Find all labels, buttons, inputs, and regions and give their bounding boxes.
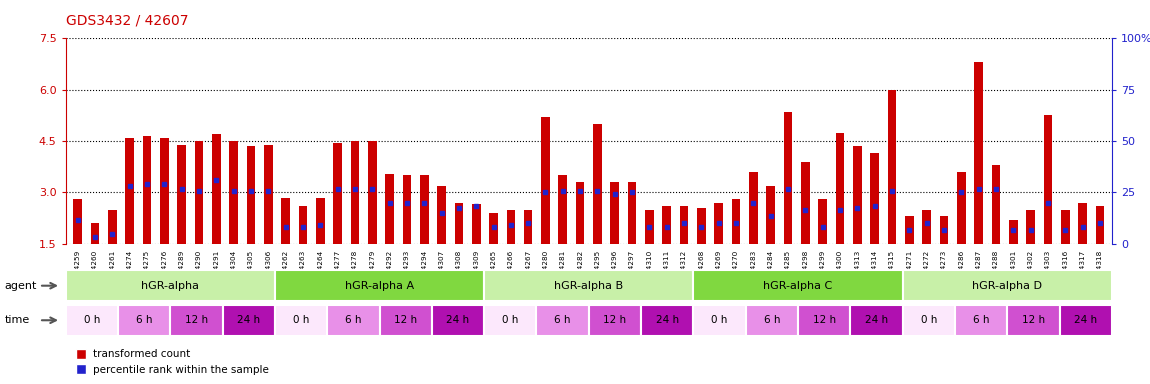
- Bar: [282, 198, 290, 244]
- Bar: [385, 174, 394, 244]
- Bar: [177, 144, 186, 244]
- Text: 0 h: 0 h: [293, 315, 309, 325]
- Bar: [1079, 203, 1087, 244]
- Bar: [766, 185, 775, 244]
- Bar: [783, 112, 792, 244]
- Bar: [264, 144, 273, 244]
- Text: 12 h: 12 h: [1022, 315, 1045, 325]
- Bar: [1061, 210, 1070, 244]
- Bar: [74, 199, 82, 244]
- Bar: [542, 117, 550, 244]
- Bar: [143, 136, 152, 244]
- Bar: [662, 206, 672, 244]
- Bar: [645, 210, 653, 244]
- Text: hGR-alpha A: hGR-alpha A: [345, 281, 414, 291]
- Bar: [802, 162, 810, 244]
- Bar: [108, 210, 116, 244]
- Bar: [991, 165, 1000, 244]
- Bar: [628, 182, 636, 244]
- Bar: [246, 146, 255, 244]
- Bar: [91, 223, 99, 244]
- Bar: [957, 172, 966, 244]
- Legend: transformed count, percentile rank within the sample: transformed count, percentile rank withi…: [71, 345, 273, 379]
- Bar: [351, 141, 359, 244]
- Text: hGR-alpha C: hGR-alpha C: [764, 281, 833, 291]
- Bar: [819, 199, 827, 244]
- Text: 0 h: 0 h: [921, 315, 937, 325]
- Text: 0 h: 0 h: [84, 315, 100, 325]
- Bar: [334, 143, 342, 244]
- Text: 12 h: 12 h: [394, 315, 417, 325]
- Bar: [611, 182, 619, 244]
- Text: 0 h: 0 h: [712, 315, 728, 325]
- Text: hGR-alpha B: hGR-alpha B: [554, 281, 623, 291]
- Bar: [714, 203, 723, 244]
- Bar: [1043, 116, 1052, 244]
- Text: 24 h: 24 h: [1074, 315, 1097, 325]
- Text: 6 h: 6 h: [345, 315, 361, 325]
- Bar: [1096, 206, 1104, 244]
- Bar: [472, 204, 481, 244]
- Bar: [160, 138, 169, 244]
- Bar: [299, 206, 307, 244]
- Text: 24 h: 24 h: [446, 315, 469, 325]
- Text: 0 h: 0 h: [503, 315, 519, 325]
- Text: 12 h: 12 h: [604, 315, 627, 325]
- Bar: [506, 210, 515, 244]
- Bar: [420, 175, 429, 244]
- Text: 12 h: 12 h: [185, 315, 208, 325]
- Text: hGR-alpha: hGR-alpha: [141, 281, 199, 291]
- Bar: [940, 217, 949, 244]
- Bar: [454, 203, 463, 244]
- Bar: [905, 217, 913, 244]
- Text: agent: agent: [5, 281, 37, 291]
- Bar: [368, 141, 376, 244]
- Text: 12 h: 12 h: [813, 315, 836, 325]
- Bar: [489, 213, 498, 244]
- Bar: [749, 172, 758, 244]
- Bar: [316, 198, 324, 244]
- Bar: [888, 90, 896, 244]
- Bar: [680, 206, 689, 244]
- Text: 24 h: 24 h: [237, 315, 260, 325]
- Bar: [559, 175, 567, 244]
- Bar: [871, 153, 879, 244]
- Bar: [922, 210, 932, 244]
- Bar: [524, 210, 532, 244]
- Bar: [593, 124, 601, 244]
- Bar: [731, 199, 741, 244]
- Bar: [853, 146, 861, 244]
- Text: 24 h: 24 h: [656, 315, 678, 325]
- Bar: [229, 141, 238, 244]
- Text: 6 h: 6 h: [554, 315, 570, 325]
- Bar: [402, 175, 412, 244]
- Text: 24 h: 24 h: [865, 315, 888, 325]
- Text: 6 h: 6 h: [136, 315, 152, 325]
- Bar: [125, 138, 135, 244]
- Text: 6 h: 6 h: [764, 315, 780, 325]
- Bar: [437, 185, 446, 244]
- Text: hGR-alpha D: hGR-alpha D: [973, 281, 1042, 291]
- Text: 6 h: 6 h: [973, 315, 989, 325]
- Text: GDS3432 / 42607: GDS3432 / 42607: [66, 13, 189, 27]
- Bar: [697, 208, 706, 244]
- Bar: [1009, 220, 1018, 244]
- Bar: [974, 62, 983, 244]
- Bar: [1026, 210, 1035, 244]
- Bar: [576, 182, 584, 244]
- Bar: [194, 141, 204, 244]
- Bar: [212, 134, 221, 244]
- Bar: [836, 132, 844, 244]
- Text: time: time: [5, 315, 30, 325]
